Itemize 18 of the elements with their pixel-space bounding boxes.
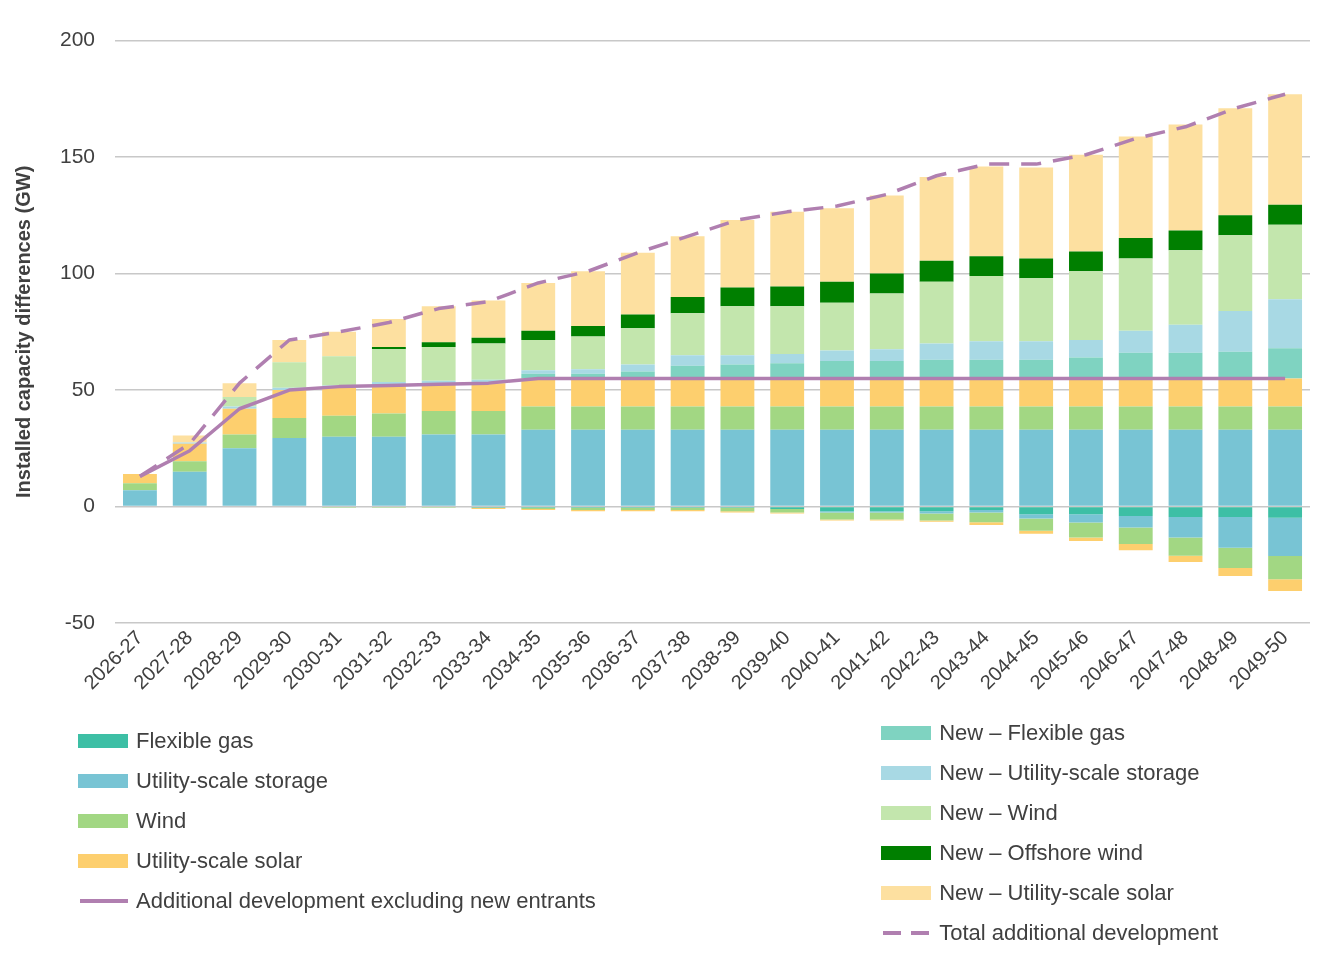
legend-label: Total additional development (939, 920, 1218, 946)
legend-label: Utility-scale solar (136, 848, 303, 874)
y-tick-label: 200 (59, 27, 96, 51)
legend-label: New – Flexible gas (939, 720, 1126, 746)
y-tick-label: 0 (83, 493, 96, 517)
legend-label: New – Wind (939, 800, 1058, 826)
legend-label: New – Utility-scale storage (939, 760, 1200, 786)
y-axis-title: Installed capacity differences (GW) (11, 165, 34, 499)
legend-label: Additional development excluding new entrants (136, 888, 596, 914)
legend-label: Wind (136, 808, 187, 834)
legend-label: New – Offshore wind (939, 840, 1143, 866)
y-tick-label: 150 (59, 143, 96, 167)
legend-label: Utility-scale storage (136, 768, 328, 794)
legend-label: Flexible gas (136, 728, 254, 754)
legend-label: New – Utility-scale solar (939, 880, 1174, 906)
y-tick-label: 50 (71, 376, 96, 400)
y-tick-label: -50 (64, 609, 96, 633)
y-tick-label: 100 (59, 260, 96, 284)
